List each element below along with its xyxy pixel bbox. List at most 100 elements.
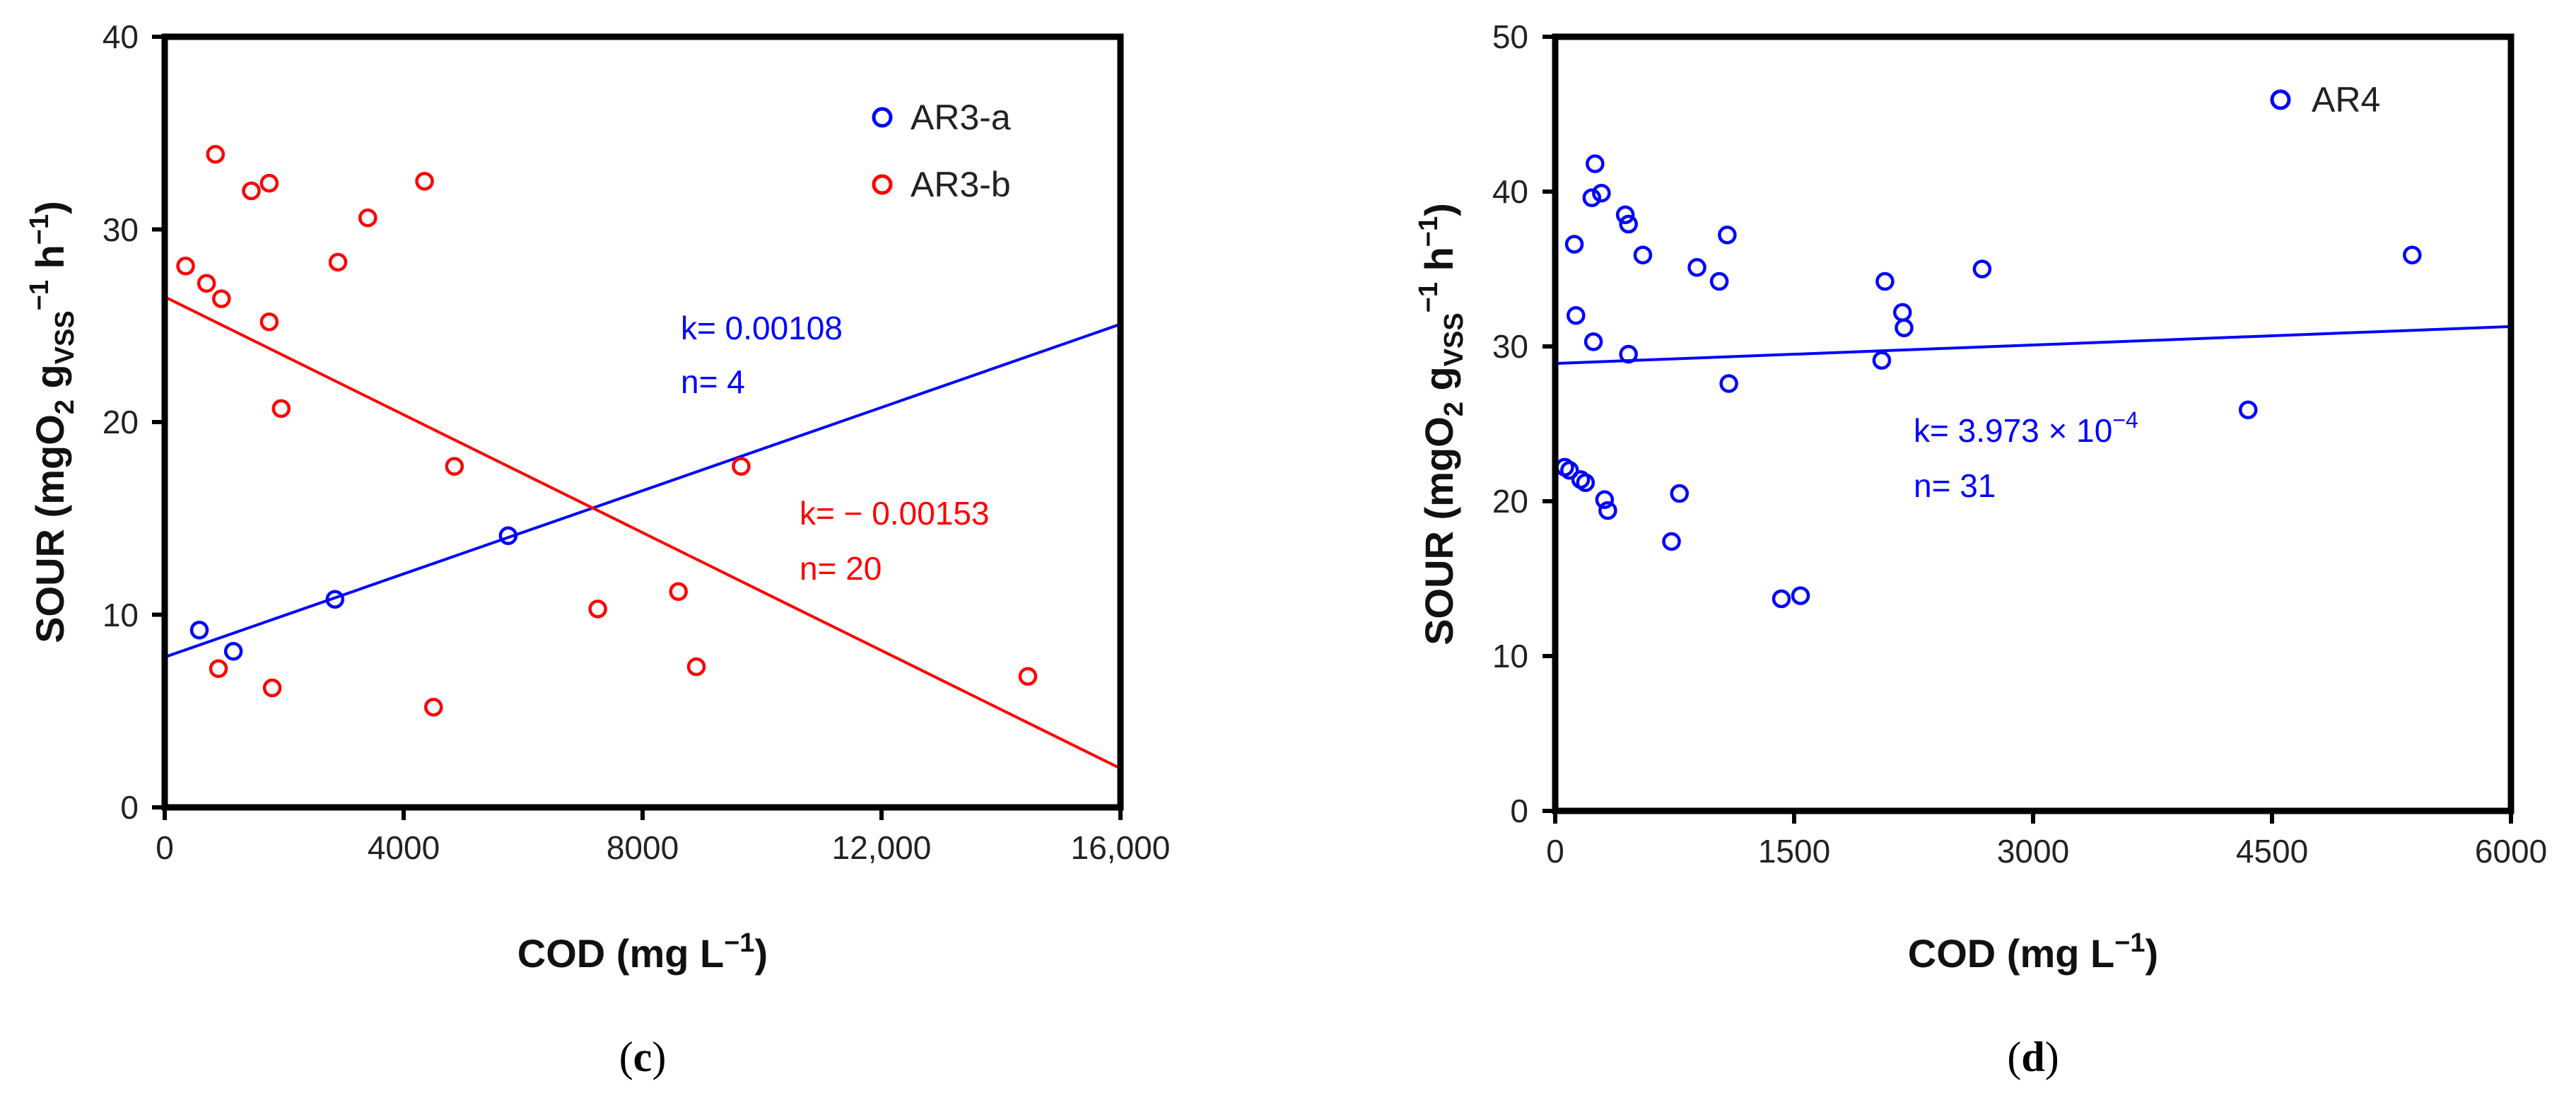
y-tick-label: 10 xyxy=(1492,638,1528,674)
data-point-ar4 xyxy=(1582,188,1602,208)
y-tick-label: 40 xyxy=(1492,173,1528,210)
data-point-ar3-b xyxy=(176,257,195,276)
x-tick-label: 6000 xyxy=(2475,833,2547,870)
data-point-ar3-b xyxy=(415,172,434,191)
data-point-ar4 xyxy=(1619,214,1638,234)
fit-lines xyxy=(164,296,1121,770)
data-point-ar4 xyxy=(1972,259,1992,279)
legend-marker-ar3-a xyxy=(872,107,893,128)
data-point-ar4 xyxy=(1670,484,1690,503)
chart-panel-c: 0 10 20 30 40 0 4000 8000 12,000 16,000 … xyxy=(25,18,1170,1080)
x-tick-label: 0 xyxy=(1546,833,1564,870)
y-tick-label: 0 xyxy=(120,789,139,826)
data-point-ar4 xyxy=(1772,589,1791,609)
x-tick-label: 4500 xyxy=(2236,833,2308,870)
data-point-ar3-b xyxy=(732,457,751,476)
data-point-ar4 xyxy=(1615,205,1635,225)
data-point-ar4 xyxy=(1687,258,1706,277)
data-point-ar3-a xyxy=(498,526,518,546)
annotation-n-ar3-b: n= 20 xyxy=(800,550,882,587)
data-point-ar4 xyxy=(1592,183,1611,203)
data-point-ar4 xyxy=(1564,235,1584,254)
data-point-ar3-b xyxy=(1018,667,1038,686)
annotation-n-ar4: n= 31 xyxy=(1914,467,1996,504)
data-point-ar4 xyxy=(1892,303,1912,322)
legend-marker-ar3-b xyxy=(872,174,893,195)
data-point-ar3-a xyxy=(189,621,209,640)
x-tick-label: 1500 xyxy=(1758,833,1830,870)
data-point-ar4 xyxy=(1583,332,1603,351)
y-tick-label: 30 xyxy=(1492,328,1528,365)
x-axis-title: COD (mg L−1) xyxy=(517,928,768,976)
data-point-ar3-b xyxy=(212,289,231,308)
annotation-n-ar3-a: n= 4 xyxy=(681,363,745,400)
data-point-ar3-b xyxy=(206,144,226,164)
fit-line-ar3-a xyxy=(164,322,1121,659)
x-tick-label: 4000 xyxy=(368,829,440,866)
y-tick-label: 50 xyxy=(1492,18,1528,55)
data-point-ar4 xyxy=(1586,154,1605,173)
data-point-ar4 xyxy=(1872,351,1892,370)
data-point-ar3-b xyxy=(588,600,607,619)
data-point-ar4 xyxy=(1619,344,1638,364)
data-point-ar3-b xyxy=(262,678,282,698)
data-point-ar4 xyxy=(1719,374,1738,393)
y-tick-label: 10 xyxy=(103,597,139,633)
data-point-ar4 xyxy=(1560,460,1579,480)
y-tick-label: 0 xyxy=(1510,793,1528,829)
data-point-ar3-b xyxy=(686,657,706,677)
y-tick-label: 20 xyxy=(103,404,139,440)
y-tick-label: 40 xyxy=(103,18,139,55)
data-point-ar3-b xyxy=(424,698,443,717)
data-point-ar4 xyxy=(2238,400,2258,420)
annotation-k-ar3-b: k= − 0.00153 xyxy=(800,495,990,532)
x-tick-label: 3000 xyxy=(1997,833,2069,870)
data-point-ar3-b xyxy=(328,252,348,272)
y-tick-label: 20 xyxy=(1492,483,1528,520)
panel-label-c: (c) xyxy=(619,1034,667,1080)
legend-label-ar4: AR4 xyxy=(2312,80,2380,119)
data-points xyxy=(1555,154,2422,609)
axis-ticks xyxy=(152,35,1123,820)
data-point-ar3-b xyxy=(445,457,464,476)
annotation-k-ar3-a: k= 0.00108 xyxy=(681,310,843,346)
legend-label-ar3-b: AR3-b xyxy=(911,165,1011,204)
data-point-ar3-b xyxy=(259,173,279,193)
plot-frame xyxy=(161,33,1124,811)
data-point-ar3-a xyxy=(223,642,243,661)
x-tick-label: 12,000 xyxy=(832,829,932,866)
panel-label-d: (d) xyxy=(2007,1034,2059,1080)
data-point-ar3-b xyxy=(259,312,279,332)
data-point-ar3-b xyxy=(669,582,688,602)
data-point-ar3-b xyxy=(197,274,216,293)
data-point-ar4 xyxy=(1595,490,1615,510)
fit-lines xyxy=(1555,325,2512,366)
x-axis-title: COD (mg L−1) xyxy=(1908,928,2158,976)
x-tick-label: 16,000 xyxy=(1071,829,1171,866)
y-axis-title: SOUR (mgO2 gVSS−1 h−1) xyxy=(1414,203,1469,645)
data-point-ar4 xyxy=(1875,271,1895,291)
data-point-ar4 xyxy=(1718,226,1737,245)
data-point-ar4 xyxy=(1598,501,1617,520)
axis-ticks xyxy=(1542,35,2513,824)
data-point-ar4 xyxy=(1895,318,1914,337)
data-point-ar3-b xyxy=(242,181,261,201)
data-point-ar4 xyxy=(1709,271,1729,291)
fit-line-ar4 xyxy=(1555,325,2512,366)
legend-marker-ar4 xyxy=(2270,89,2291,110)
data-point-ar4 xyxy=(1576,473,1596,492)
y-tick-label: 30 xyxy=(103,211,139,248)
data-point-ar4 xyxy=(2403,245,2422,265)
data-point-ar3-b xyxy=(358,208,377,228)
x-tick-label: 0 xyxy=(156,829,174,866)
data-point-ar4 xyxy=(1662,532,1681,551)
fit-line-ar3-b xyxy=(164,296,1121,770)
data-point-ar3-a xyxy=(325,590,345,609)
legend-label-ar3-a: AR3-a xyxy=(911,98,1011,137)
annotation-k-ar4: k= 3.973 × 10−4 xyxy=(1914,407,2138,449)
data-points xyxy=(176,144,1038,717)
x-tick-label: 8000 xyxy=(607,829,679,866)
data-point-ar4 xyxy=(1567,305,1586,325)
data-point-ar4 xyxy=(1791,586,1810,605)
